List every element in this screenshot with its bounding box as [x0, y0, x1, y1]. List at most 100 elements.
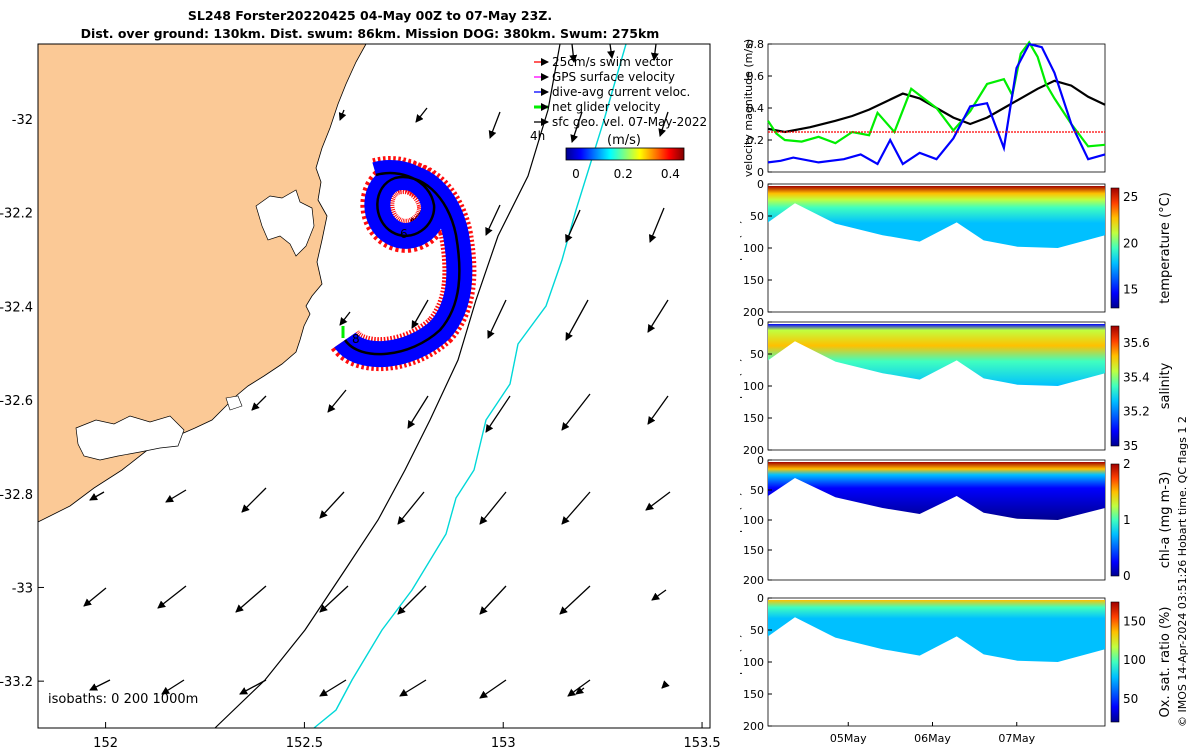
- profile-colorbar: [1110, 187, 1120, 309]
- geo-velocity-arrow: [397, 585, 427, 615]
- map-xtick-label: 153.5: [683, 736, 720, 750]
- geo-velocity-arrow: [570, 111, 583, 143]
- profile-ytick-label: 150: [743, 274, 764, 287]
- profile-ytick-label: 0: [757, 592, 764, 605]
- geo-velocity-arrow: [338, 109, 347, 121]
- profile-ytick-label: 200: [743, 720, 764, 733]
- map-ytick-label: -32.4: [0, 300, 33, 315]
- colorbar-tick-label: 35.4: [1123, 370, 1150, 384]
- geo-velocity-arrow: [567, 679, 591, 697]
- profile-colorbar: [1110, 463, 1120, 577]
- colorbar-label: Ox. sat. ratio (%): [1158, 607, 1173, 718]
- geo-velocity-arrow: [319, 585, 349, 613]
- geo-velocity-arrow: [565, 299, 589, 341]
- profile-ytick-label: 0: [757, 316, 764, 329]
- geo-velocity-arrow: [399, 679, 427, 697]
- lake-south: [75, 415, 185, 461]
- legend-label: sfc geo. vel. 07-May-2022: [552, 115, 707, 129]
- legend-suffix: 4h: [530, 129, 545, 143]
- chart-subtitle: Dist. over ground: 130km. Dist. swum: 86…: [80, 26, 660, 41]
- geo-velocity-arrow: [339, 311, 351, 326]
- geo-velocity-arrow: [569, 43, 578, 63]
- geo-velocity-arrow: [479, 491, 507, 525]
- isobath-note: isobaths: 0 200 1000m: [48, 692, 198, 707]
- geo-velocity-arrow: [251, 395, 267, 411]
- geo-velocity-arrow: [479, 679, 507, 699]
- legend-label: net glider velocity: [552, 100, 660, 114]
- geo-velocity-arrow: [559, 585, 591, 615]
- colorbar-tick-label: 15: [1123, 283, 1138, 297]
- map-ytick-label: -32.2: [0, 207, 33, 222]
- profile-ytick-label: 50: [750, 348, 764, 361]
- colorbar-label: chl-a (mg m-3): [1158, 472, 1173, 569]
- colorbar-label: temperature (°C): [1158, 192, 1173, 304]
- isobath-1000m: [214, 43, 561, 729]
- geo-velocity-arrow: [647, 395, 669, 425]
- profile-data-field: [768, 186, 1105, 248]
- colorbar-tick-label: 35: [1123, 439, 1138, 453]
- geo-velocity-arrow: [658, 111, 669, 137]
- map-panel: 152 152.5 153 153.5 -32 -32.2 -32.4 -32.6 -32.8 -…: [0, 43, 721, 750]
- track-day-label: 8: [352, 332, 360, 346]
- geo-velocity-arrow: [487, 299, 507, 339]
- profile-ylabel: Depth (m): [740, 358, 743, 414]
- profile-data-field: [768, 600, 1105, 662]
- profile-ytick-label: 150: [743, 688, 764, 701]
- velocity-series-line: [767, 42, 1106, 166]
- profile-ylabel: Depth (m): [740, 492, 743, 548]
- map-ytick-label: -33: [12, 581, 33, 596]
- map-ytick-label: -32.6: [0, 394, 33, 409]
- legend-label: GPS surface velocity: [552, 70, 675, 84]
- profile-ytick-label: 200: [743, 574, 764, 587]
- credit-line: © IMOS 14-Apr-2024 03:51:26 Hobart time.…: [1176, 416, 1189, 727]
- colorbar-tick-label: 0: [572, 167, 580, 181]
- legend-label: dive-avg current veloc.: [552, 85, 690, 99]
- map-xtick-label: 152: [93, 736, 118, 750]
- colorbar-title: (m/s): [607, 133, 641, 148]
- xtick-label: 05May: [830, 732, 867, 745]
- geo-velocity-arrow: [319, 491, 345, 519]
- geo-velocity-arrow: [411, 299, 429, 329]
- xtick-label: 06May: [914, 732, 951, 745]
- geo-velocity-arrow: [239, 679, 267, 695]
- colorbar-tick-label: 50: [1123, 692, 1138, 706]
- velocity-ytick-label: 0.8: [747, 38, 765, 51]
- lake-small: [225, 395, 243, 411]
- geo-velocity-arrow: [407, 395, 429, 429]
- colorbar-tick-label: 0.2: [614, 167, 633, 181]
- velocity-ytick-label: 0.2: [747, 134, 765, 147]
- geo-velocity-arrow: [479, 585, 507, 615]
- track-day-label: 6: [400, 227, 408, 241]
- colorbar: [565, 147, 685, 161]
- profile-ylabel: Depth (m): [740, 220, 743, 276]
- map-ytick-label: -33.2: [0, 675, 33, 690]
- geo-velocity-arrow: [89, 679, 111, 691]
- profile-ylabel: Depth (m): [740, 634, 743, 690]
- colorbar-tick-label: 35.6: [1123, 336, 1150, 350]
- colorbar-tick-label: 2: [1123, 457, 1131, 471]
- isobath-200m: [313, 43, 627, 729]
- colorbar-tick-label: 0: [1123, 569, 1131, 583]
- geo-velocity-arrow: [157, 585, 187, 609]
- geo-velocity-arrow: [161, 679, 185, 695]
- profile-ytick-label: 0: [757, 178, 764, 191]
- geo-velocity-arrow: [485, 395, 511, 433]
- map-ytick-label: -32: [12, 113, 33, 128]
- geo-velocity-arrow: [235, 585, 267, 613]
- velocity-ylabel: velocity magnitude (m/s): [742, 39, 755, 177]
- geo-velocity-arrow: [651, 589, 667, 601]
- profile-ytick-label: 100: [743, 514, 764, 527]
- colorbar-tick-label: 100: [1123, 653, 1146, 667]
- profile-ytick-label: 150: [743, 412, 764, 425]
- landmass: [37, 43, 367, 523]
- geo-velocity-arrow: [241, 487, 267, 513]
- geo-velocity-arrow: [415, 107, 428, 123]
- geo-velocity-arrow: [661, 680, 670, 689]
- profile-ytick-label: 50: [750, 484, 764, 497]
- geo-velocity-arrow: [607, 43, 615, 59]
- lake-north: [255, 189, 315, 257]
- geo-velocity-arrow: [485, 204, 501, 236]
- velocity-series-line: [767, 40, 1106, 148]
- colorbar-tick-label: 35.2: [1123, 405, 1150, 419]
